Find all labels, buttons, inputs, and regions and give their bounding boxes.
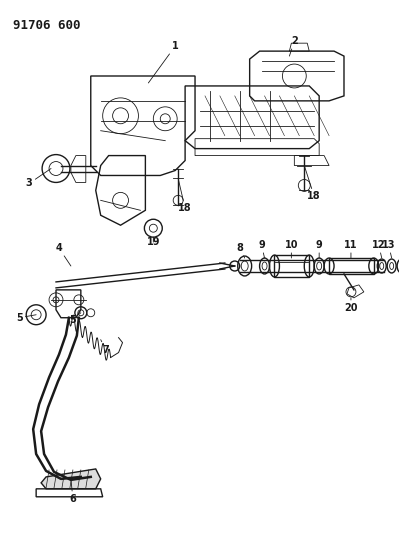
Text: 14: 14	[0, 532, 1, 533]
Text: 5: 5	[16, 313, 36, 323]
Text: 12: 12	[372, 240, 386, 258]
Text: 16: 16	[0, 532, 1, 533]
Text: 91706 600: 91706 600	[13, 19, 81, 33]
Text: 5: 5	[70, 313, 81, 325]
Text: 4: 4	[56, 243, 71, 266]
Text: 8: 8	[236, 243, 245, 258]
Text: 19: 19	[146, 237, 160, 247]
Text: 18: 18	[304, 166, 321, 201]
Text: 6: 6	[70, 479, 76, 504]
Text: 17: 17	[0, 532, 1, 533]
Text: 7: 7	[101, 340, 109, 354]
Text: 9: 9	[258, 240, 265, 258]
Text: 11: 11	[344, 240, 358, 258]
Text: 13: 13	[382, 240, 396, 258]
Text: 18: 18	[178, 179, 192, 213]
Text: 10: 10	[285, 240, 298, 258]
Text: 1: 1	[148, 41, 178, 83]
Text: 3: 3	[26, 168, 51, 189]
Text: 20: 20	[344, 298, 358, 313]
Text: 2: 2	[289, 36, 298, 56]
Text: 9: 9	[316, 240, 322, 258]
Polygon shape	[41, 469, 101, 489]
Text: 15: 15	[0, 532, 1, 533]
Text: 21: 21	[0, 532, 1, 533]
